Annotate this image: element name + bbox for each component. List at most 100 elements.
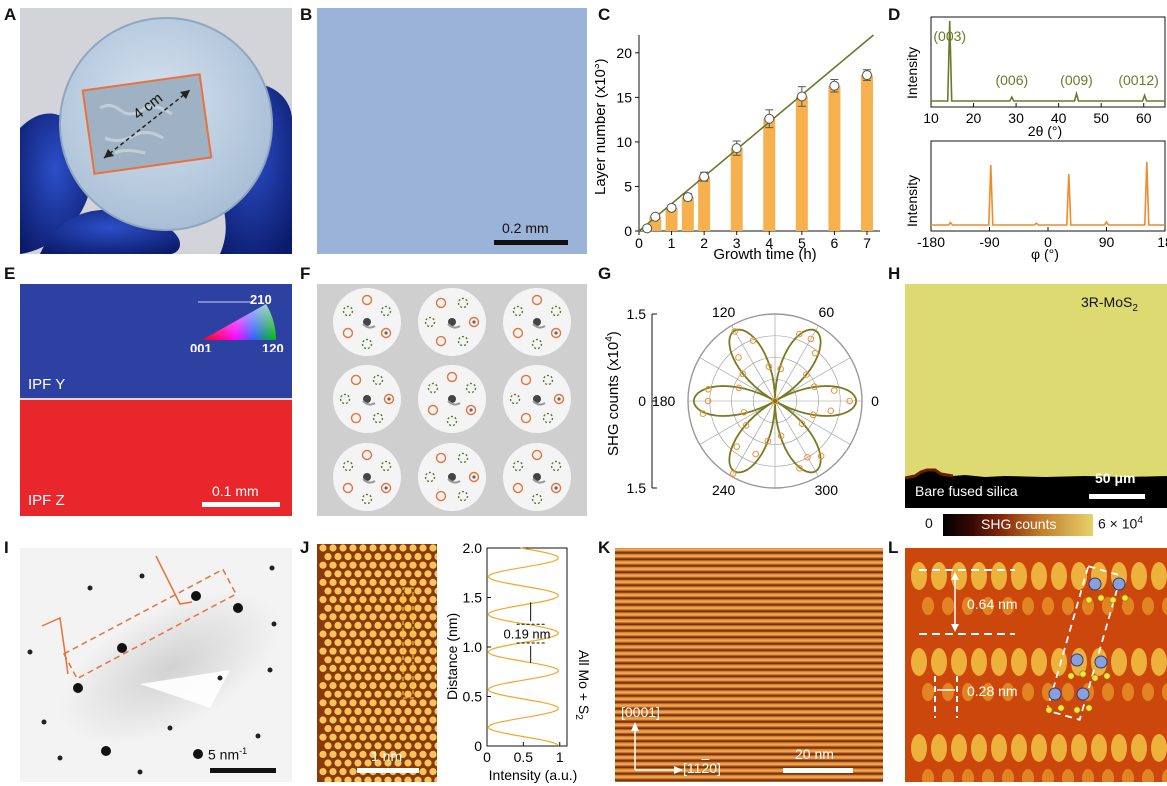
image-atom-column [1051, 734, 1067, 762]
lattice-atom [429, 630, 437, 638]
lattice-atom [394, 725, 402, 733]
pattern-center-spot [448, 473, 456, 481]
lattice-atom [419, 544, 427, 552]
panel-a-photo: 4 cm [20, 8, 292, 254]
lattice-atom [434, 570, 437, 578]
lattice-atom [419, 561, 427, 569]
panel-g-angle-label: 180 [652, 393, 676, 409]
colorbar-max: 6 × 104 [1098, 515, 1143, 532]
lattice-atom [349, 664, 357, 672]
image-atom-column [1111, 648, 1127, 676]
diffraction-spot-weak [27, 649, 33, 655]
lattice-atom [434, 587, 437, 595]
lattice-atom [389, 630, 397, 638]
lattice-atom [434, 725, 437, 733]
lattice-atom [409, 544, 417, 552]
panel-g-fit-curve [692, 328, 858, 474]
image-atom-column-faint [962, 769, 974, 782]
panel-g-data-point [765, 363, 773, 370]
lattice-atom [344, 639, 352, 647]
lattice-atom [349, 578, 357, 586]
panel-c-data-point [666, 202, 677, 213]
pattern-spot-orange [435, 452, 447, 464]
panel-g-data-point [742, 421, 750, 429]
panel-d-bottom-tick-label: -180 [917, 234, 945, 250]
panel-h-scale-label: 50 μm [1095, 470, 1136, 486]
lattice-atom [384, 759, 392, 767]
lattice-atom [364, 690, 372, 698]
lattice-atom [354, 707, 362, 715]
panel-c-y-tick-label: 15 [616, 89, 632, 105]
panel-c-y-tick-label: 10 [616, 134, 632, 150]
panel-d-top-xlabel: 2θ (°) [1028, 123, 1062, 139]
colorbar-min: 0 [925, 515, 933, 531]
lattice-atom [354, 776, 362, 782]
diffraction-pattern [333, 443, 401, 511]
lattice-atom [359, 750, 367, 758]
lattice-atom [394, 759, 402, 767]
pattern-center-spot [363, 473, 371, 481]
panel-c-x-tick-label: 4 [765, 235, 773, 251]
molybdenum-atom [1088, 577, 1102, 591]
lattice-atom [329, 630, 337, 638]
lattice-atom [359, 630, 367, 638]
panel-j-scale-bar [357, 768, 419, 773]
panel-c-y-tick-label: 20 [616, 45, 632, 61]
lattice-atom [389, 733, 397, 741]
pattern-spot-orange [435, 297, 447, 309]
image-atom-column-faint [942, 683, 954, 701]
lattice-atom [414, 742, 422, 750]
panel-c-x-tick-label: 7 [863, 235, 871, 251]
sulfur-atom [1085, 596, 1093, 604]
lattice-atom [419, 647, 427, 655]
image-atom-column-faint [1162, 683, 1167, 701]
panel-b-image: 0.2 mm [317, 8, 587, 254]
panel-g-rtick-bottom: 1.5 [627, 480, 647, 496]
lattice-atom [374, 776, 382, 782]
lattice-atom [319, 578, 327, 586]
panel-j-atom-lattice [319, 544, 437, 782]
panel-k-scale-label: 20 nm [795, 746, 834, 762]
lattice-atom [434, 639, 437, 647]
lattice-atom [414, 604, 422, 612]
image-atom-column-faint [1142, 597, 1154, 615]
lattice-atom [404, 725, 412, 733]
panel-letter-g: G [598, 264, 612, 283]
lattice-atom [364, 776, 372, 782]
lattice-atom [424, 725, 432, 733]
lattice-atom [429, 699, 437, 707]
lattice-atom [369, 647, 377, 655]
panel-c-xlabel: Growth time (h) [713, 246, 816, 263]
lattice-atom [319, 733, 327, 741]
image-atom-column [971, 734, 987, 762]
lattice-atom [324, 570, 332, 578]
pattern-spot-orange [465, 404, 477, 416]
panel-d-bottom-frame [930, 140, 1166, 232]
pattern-spot-green [550, 305, 562, 317]
pattern-spot-green [446, 415, 458, 427]
lattice-atom [414, 673, 422, 681]
lattice-atom [349, 544, 357, 552]
panel-h-sample-label: 3R-MoS2 [1081, 294, 1138, 314]
panel-i-scale-bar [210, 768, 276, 773]
lattice-atom [384, 725, 392, 733]
pattern-spot-orange [512, 482, 524, 494]
lattice-atom [324, 639, 332, 647]
pattern-center-spot [533, 395, 541, 403]
lattice-atom [324, 690, 332, 698]
lattice-atom [354, 570, 362, 578]
lattice-atom [334, 587, 342, 595]
panel-g-data-point [749, 337, 757, 344]
pattern-spot-orange [427, 404, 439, 416]
panel-c-bar [860, 75, 873, 231]
sulfur-atom [1057, 704, 1065, 712]
lattice-atom [364, 621, 372, 629]
lattice-atom [369, 630, 377, 638]
lattice-atom [344, 759, 352, 767]
lattice-atom [354, 759, 362, 767]
panel-letter-a: A [4, 5, 17, 24]
lattice-atom [374, 690, 382, 698]
lattice-atom [379, 630, 387, 638]
pattern-spot-orange [383, 393, 395, 405]
panel-j-profile-curve [487, 547, 559, 747]
